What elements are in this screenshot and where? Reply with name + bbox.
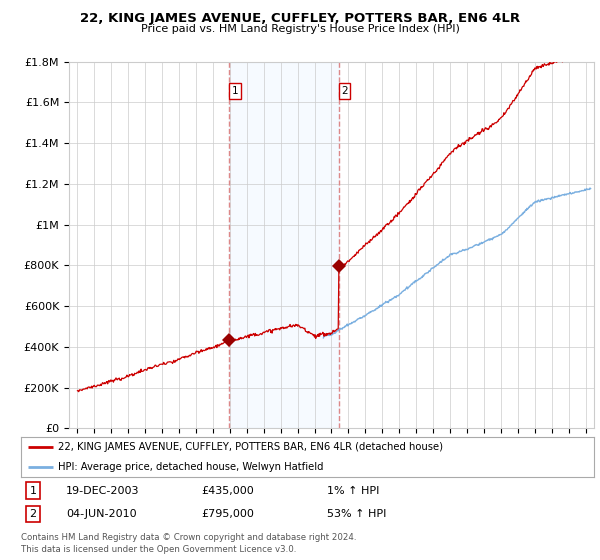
Text: Price paid vs. HM Land Registry's House Price Index (HPI): Price paid vs. HM Land Registry's House … — [140, 24, 460, 34]
Text: 1: 1 — [232, 86, 238, 96]
Text: This data is licensed under the Open Government Licence v3.0.: This data is licensed under the Open Gov… — [21, 545, 296, 554]
Text: £435,000: £435,000 — [201, 486, 254, 496]
Text: 2: 2 — [341, 86, 348, 96]
Text: 04-JUN-2010: 04-JUN-2010 — [66, 509, 137, 519]
Text: 2: 2 — [29, 509, 37, 519]
Text: £795,000: £795,000 — [201, 509, 254, 519]
Text: Contains HM Land Registry data © Crown copyright and database right 2024.: Contains HM Land Registry data © Crown c… — [21, 533, 356, 542]
Text: 22, KING JAMES AVENUE, CUFFLEY, POTTERS BAR, EN6 4LR (detached house): 22, KING JAMES AVENUE, CUFFLEY, POTTERS … — [58, 442, 443, 452]
Text: HPI: Average price, detached house, Welwyn Hatfield: HPI: Average price, detached house, Welw… — [58, 461, 324, 472]
Bar — [229, 62, 338, 428]
Text: 19-DEC-2003: 19-DEC-2003 — [66, 486, 139, 496]
Text: 53% ↑ HPI: 53% ↑ HPI — [327, 509, 386, 519]
Text: 1% ↑ HPI: 1% ↑ HPI — [327, 486, 379, 496]
Text: 1: 1 — [29, 486, 37, 496]
Text: 22, KING JAMES AVENUE, CUFFLEY, POTTERS BAR, EN6 4LR: 22, KING JAMES AVENUE, CUFFLEY, POTTERS … — [80, 12, 520, 25]
